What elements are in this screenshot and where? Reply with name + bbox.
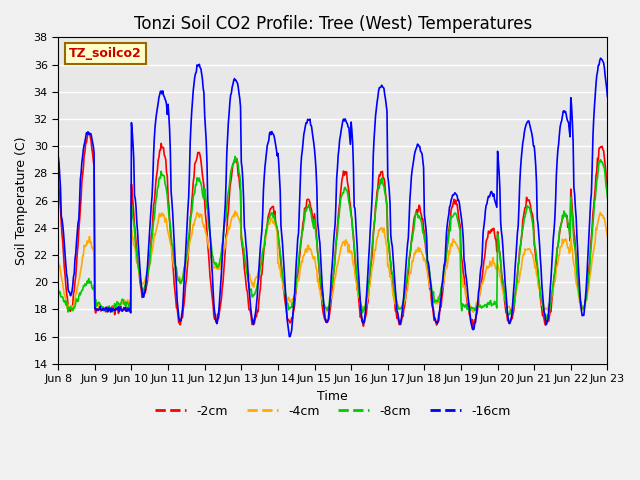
- Y-axis label: Soil Temperature (C): Soil Temperature (C): [15, 136, 28, 265]
- Text: TZ_soilco2: TZ_soilco2: [69, 47, 142, 60]
- Title: Tonzi Soil CO2 Profile: Tree (West) Temperatures: Tonzi Soil CO2 Profile: Tree (West) Temp…: [134, 15, 532, 33]
- X-axis label: Time: Time: [317, 390, 348, 403]
- Legend: -2cm, -4cm, -8cm, -16cm: -2cm, -4cm, -8cm, -16cm: [150, 400, 515, 423]
